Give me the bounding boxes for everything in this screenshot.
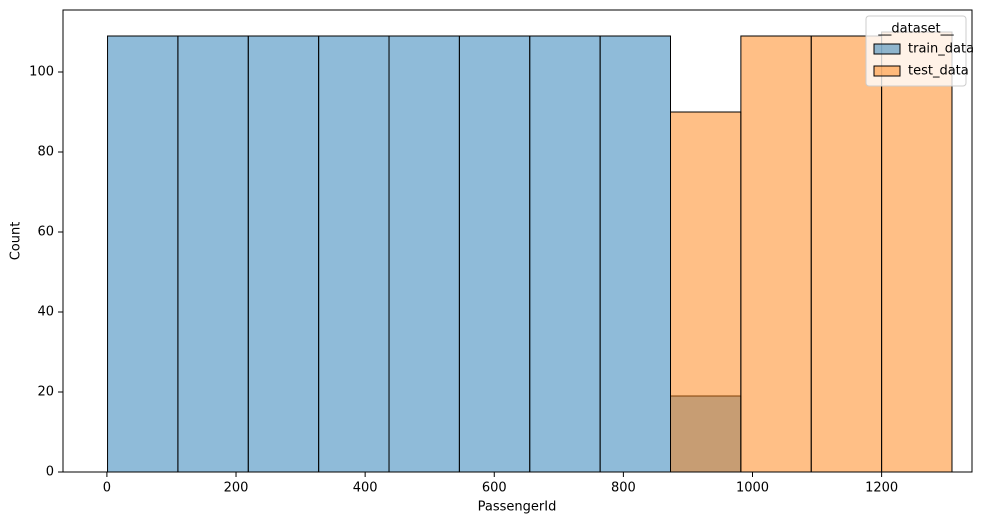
histogram-bar — [881, 31, 953, 473]
y-tick-label: 20 — [37, 385, 54, 400]
histogram-bar — [388, 35, 460, 473]
histogram-bar — [740, 35, 812, 473]
y-tick-label: 60 — [37, 225, 54, 240]
x-axis-label: PassengerId — [478, 500, 557, 515]
histogram-bar — [177, 35, 249, 473]
plot-frame — [62, 9, 973, 473]
y-axis-label: Count — [9, 222, 24, 261]
legend-label: train_data — [908, 42, 974, 57]
x-tick-label: 800 — [611, 481, 636, 496]
x-tick-label: 400 — [353, 481, 378, 496]
histogram-bar — [107, 35, 179, 473]
x-tick-label: 1000 — [736, 481, 769, 496]
legend-label: test_data — [908, 64, 969, 79]
x-tick-label: 1200 — [865, 481, 898, 496]
legend-swatch — [873, 65, 901, 77]
y-tick-label: 0 — [46, 465, 54, 480]
legend-swatch — [873, 43, 901, 55]
y-tick-label: 40 — [37, 305, 54, 320]
legend-title: __dataset__ — [877, 22, 954, 37]
histogram-bar — [670, 111, 742, 473]
histogram-bar — [810, 35, 883, 473]
histogram-bar — [318, 35, 390, 473]
y-tick-label: 80 — [37, 145, 54, 160]
histogram-bar — [599, 35, 672, 473]
x-tick-label: 600 — [482, 481, 507, 496]
x-tick-label: 0 — [103, 481, 111, 496]
histogram-bar — [529, 35, 601, 473]
histogram-bar — [247, 35, 320, 473]
x-tick-label: 200 — [224, 481, 249, 496]
y-tick-label: 100 — [29, 65, 54, 80]
histogram-bar — [458, 35, 531, 473]
